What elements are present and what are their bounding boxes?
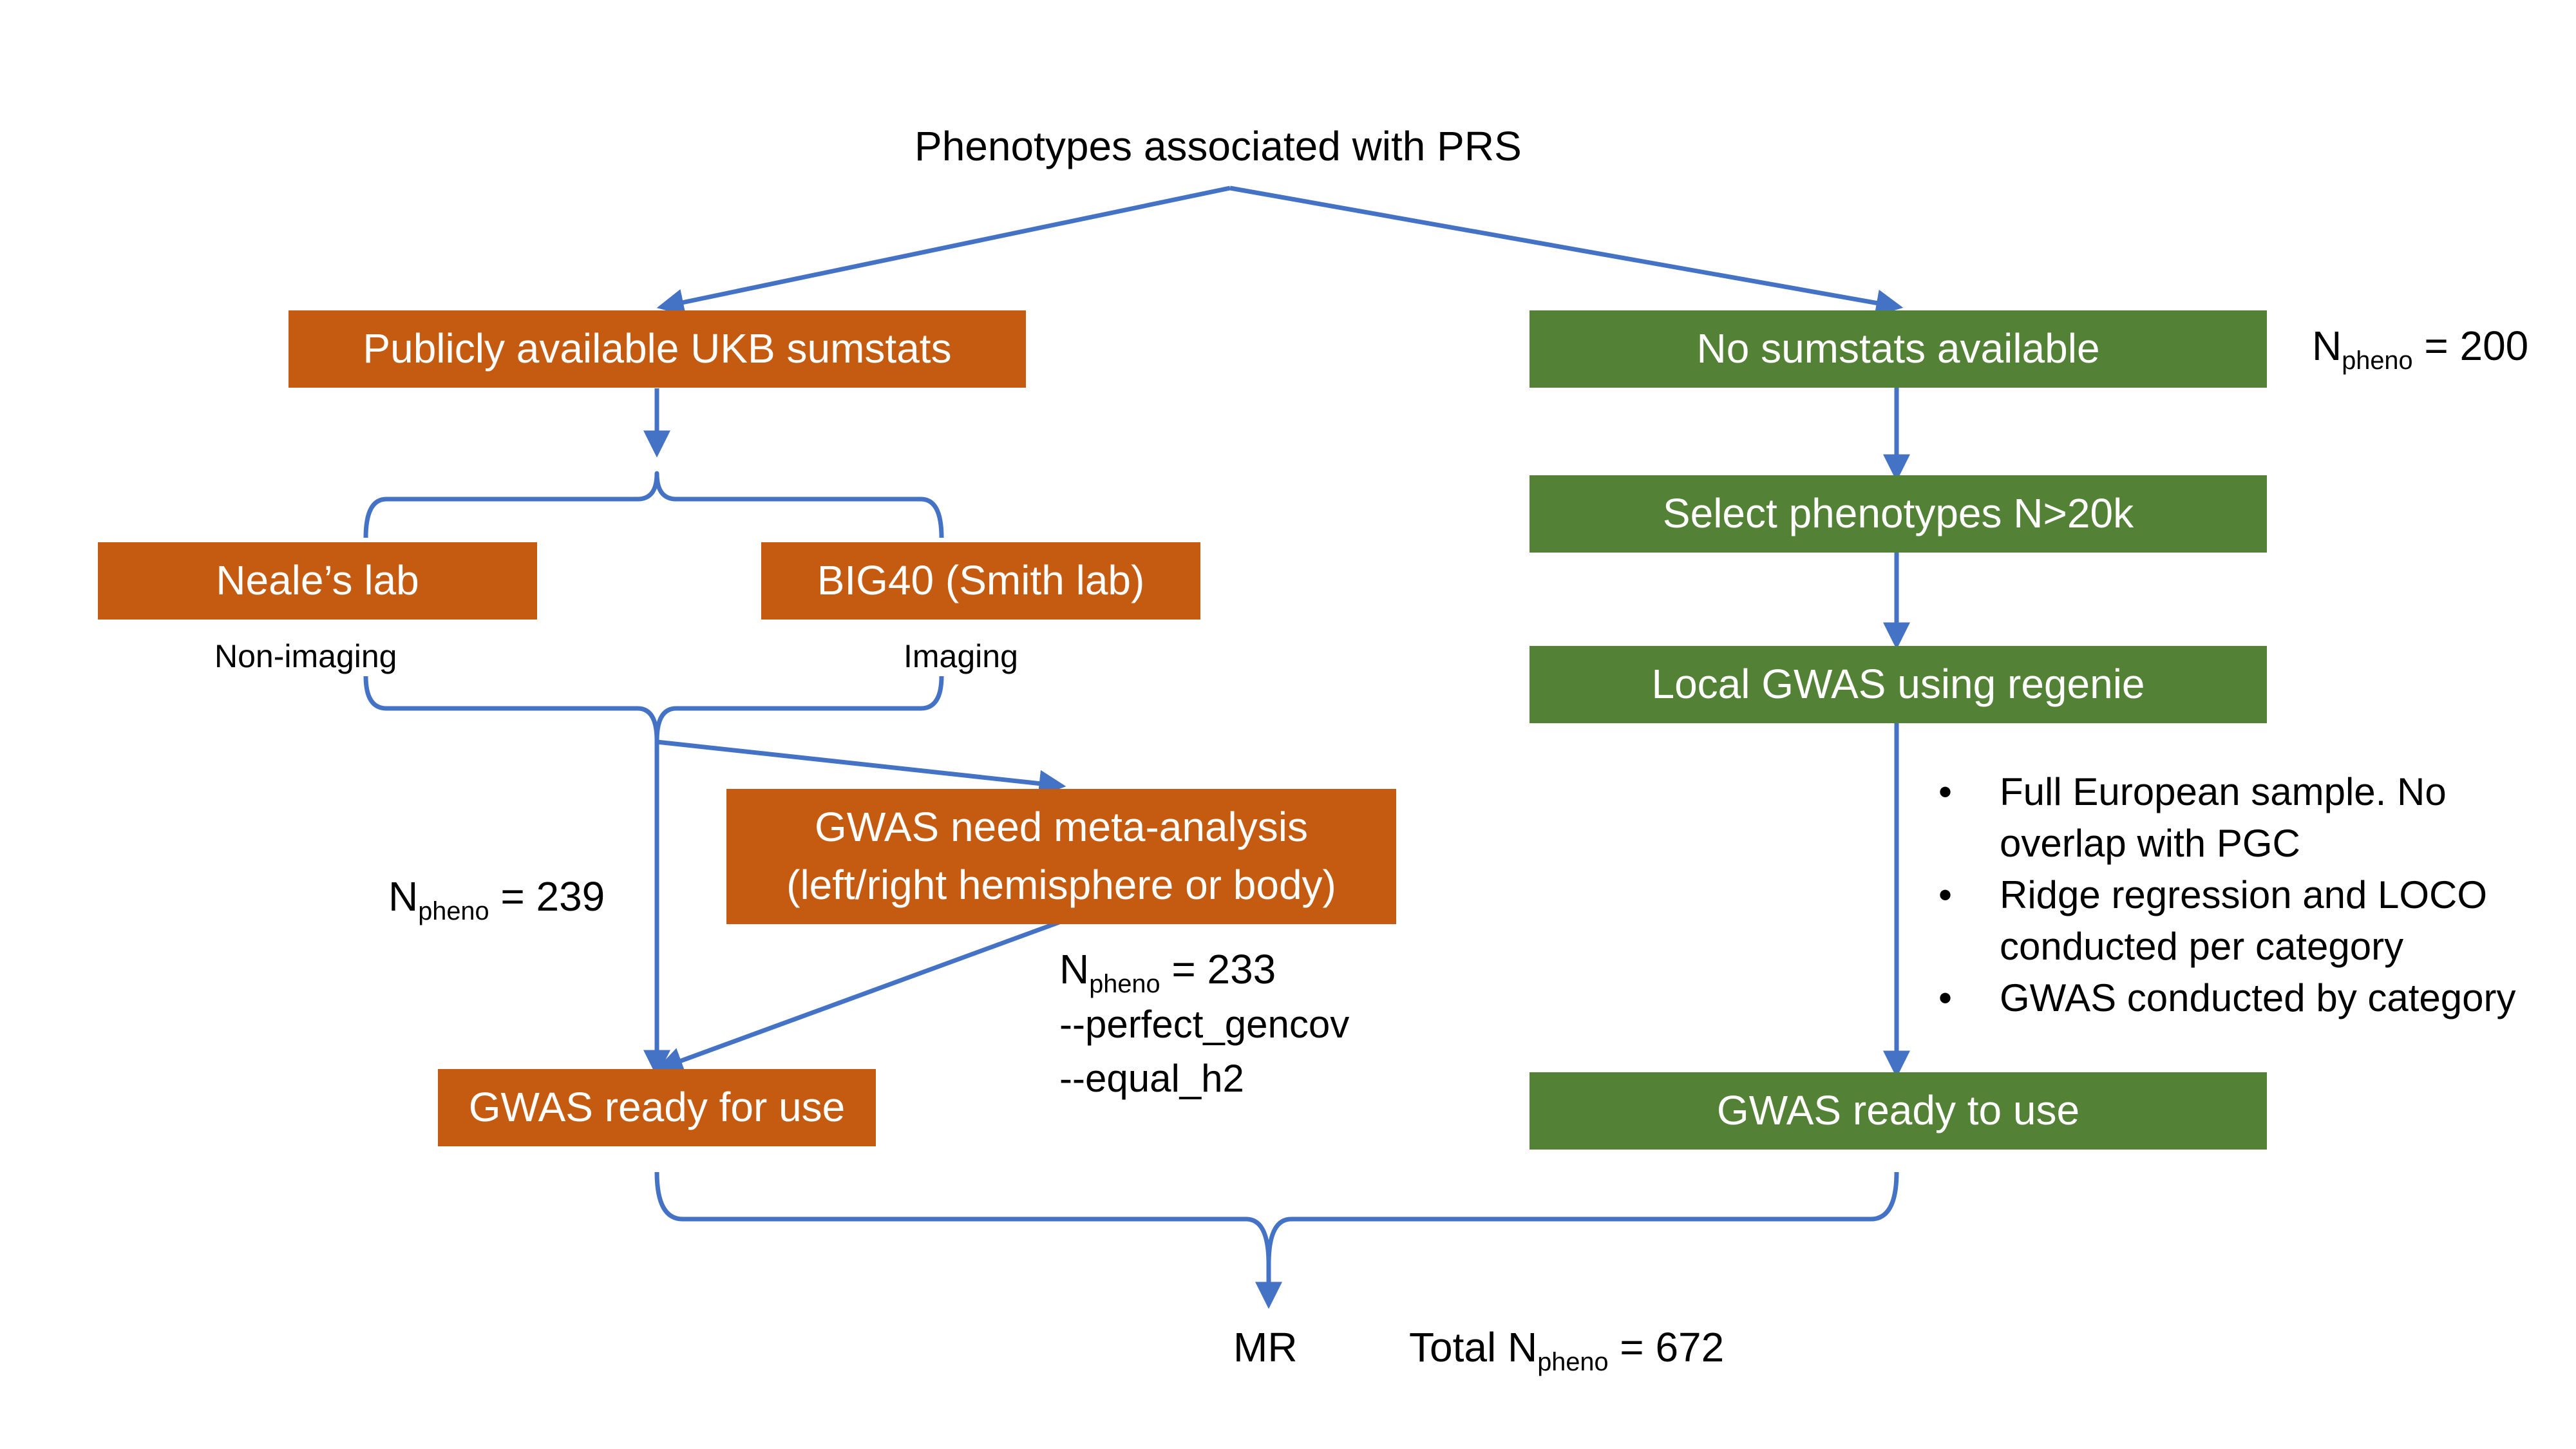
npheno-233-label: Npheno = 233 — [1059, 946, 1276, 998]
non-imaging-label: Non-imaging — [214, 638, 397, 674]
regenie-notes-list: • Full European sample. No overlap with … — [1938, 766, 2516, 1024]
gwas-ready-for-use-box: GWAS ready for use — [438, 1069, 876, 1146]
big40-box: BIG40 (Smith lab) — [761, 542, 1200, 620]
select-phenotypes-box: Select phenotypes N>20k — [1530, 475, 2267, 553]
npheno-200-label: Npheno = 200 — [2312, 323, 2529, 375]
local-gwas-label: Local GWAS using regenie — [1651, 661, 2145, 708]
arrow-meta-to-ready — [656, 920, 1061, 1074]
neales-lab-box: Neale’s lab — [98, 542, 537, 620]
perfect-gencov-flag: --perfect_gencov — [1059, 1003, 1350, 1046]
public-ukb-sumstats-label: Publicly available UKB sumstats — [363, 325, 952, 372]
bullet-icon: • — [1938, 976, 1953, 1019]
top-brace — [363, 471, 944, 538]
meta-analysis-box: GWAS need meta-analysis (left/right hemi… — [726, 789, 1396, 924]
bottom-brace — [363, 676, 944, 743]
mr-label: MR — [1233, 1324, 1298, 1370]
no-sumstats-box: No sumstats available — [1530, 310, 2267, 388]
gwas-ready-to-use-box: GWAS ready to use — [1530, 1072, 2267, 1150]
arrow-title-to-right — [1229, 185, 1904, 317]
total-npheno-label: Total Npheno = 672 — [1409, 1324, 1725, 1376]
gwas-ready-for-use-label: GWAS ready for use — [468, 1084, 846, 1131]
meta-analysis-line2: (left/right hemisphere or body) — [786, 862, 1336, 908]
meta-analysis-line1: GWAS need meta-analysis — [815, 804, 1308, 851]
neales-lab-label: Neale’s lab — [216, 557, 419, 604]
npheno-239-label: Npheno = 239 — [388, 873, 605, 925]
big40-label: BIG40 (Smith lab) — [817, 557, 1145, 604]
public-ukb-sumstats-box: Publicly available UKB sumstats — [289, 310, 1026, 388]
bullet-icon: • — [1938, 770, 1953, 813]
regenie-note-2: • Ridge regression and LOCO conducted pe… — [1938, 869, 2516, 972]
arrow-to-meta — [656, 739, 1066, 797]
select-phenotypes-label: Select phenotypes N>20k — [1662, 490, 2134, 537]
arrow-title-to-left — [656, 185, 1231, 316]
equal-h2-flag: --equal_h2 — [1059, 1057, 1244, 1100]
bottom-merge-brace — [654, 1171, 1899, 1267]
no-sumstats-label: No sumstats available — [1696, 325, 2100, 372]
bullet-icon: • — [1938, 873, 1953, 916]
imaging-label: Imaging — [904, 638, 1018, 674]
diagram-title: Phenotypes associated with PRS — [914, 123, 1522, 169]
regenie-note-3: • GWAS conducted by category — [1938, 972, 2516, 1024]
gwas-ready-to-use-label: GWAS ready to use — [1716, 1087, 2080, 1134]
regenie-note-1: • Full European sample. No overlap with … — [1938, 766, 2516, 869]
local-gwas-box: Local GWAS using regenie — [1530, 646, 2267, 723]
